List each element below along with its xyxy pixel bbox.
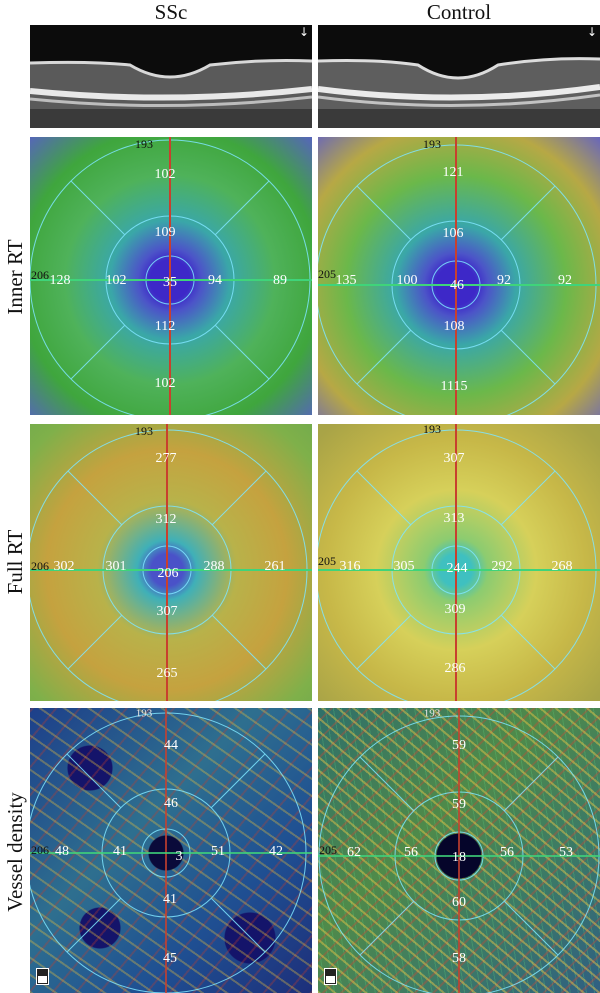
inner-left-value: 100 [396,273,418,288]
inner-inferior-value: 108 [443,319,465,334]
outer-superior-value: 307 [443,451,465,466]
outer-inferior-value: 265 [156,666,178,681]
outer-nasal-left-value: 135 [335,273,357,288]
inner-rt-map-control: 193 205 121 106 135 100 46 92 92 108 111… [318,137,600,415]
inner-right-value: 292 [491,559,513,574]
outer-superior-value: 121 [442,165,464,180]
inner-right-value: 288 [203,559,225,574]
center-value: 244 [446,561,468,576]
map-top-label: 193 [135,708,153,720]
outer-right-value: 42 [269,844,283,859]
intensity-scale-icon [36,968,49,985]
map-top-label: 193 [135,137,153,151]
column-header-ssc: SSc [154,0,188,24]
inner-superior-value: 313 [443,511,465,526]
inner-left-value: 301 [105,559,127,574]
map-left-label: 206 [31,843,49,857]
inner-rt-map-ssc: 193 206 102 109 128 102 35 94 89 112 102 [30,137,312,415]
row-label-inner-rt: Inner RT [3,239,27,315]
map-top-label: 193 [423,137,441,151]
intensity-scale-icon [324,968,337,985]
outer-nasal-left-value: 48 [55,844,69,859]
inner-left-value: 56 [404,845,418,860]
outer-right-value: 92 [558,273,572,288]
scan-position-arrow-icon: ↓ [298,25,309,39]
map-left-label: 206 [31,268,49,282]
outer-inferior-value: 102 [154,376,176,391]
center-value: 3 [175,849,183,864]
scan-position-arrow-icon: ↓ [586,25,597,39]
outer-nasal-left-value: 62 [347,845,361,860]
inner-superior-value: 46 [164,796,178,811]
outer-nasal-left-value: 316 [339,559,361,574]
outer-superior-value: 277 [155,451,177,466]
outer-inferior-value: 58 [452,951,466,966]
center-value: 35 [163,275,177,290]
map-left-label: 205 [319,843,337,857]
map-top-label: 193 [423,424,441,436]
outer-right-value: 268 [551,559,573,574]
outer-inferior-value: 45 [163,951,177,966]
inner-right-value: 94 [208,273,222,288]
center-value: 206 [157,566,179,581]
map-left-label: 206 [31,559,49,573]
inner-right-value: 92 [497,273,511,288]
full-rt-map-ssc: 193 206 277 312 302 301 206 288 261 307 … [30,424,312,701]
inner-inferior-value: 309 [444,602,466,617]
map-top-label: 193 [423,708,441,720]
inner-superior-value: 106 [442,226,464,241]
inner-inferior-value: 112 [154,319,176,334]
oct-bscan-ssc: ↓ [30,25,312,128]
outer-right-value: 261 [264,559,286,574]
map-left-label: 205 [318,554,336,568]
outer-superior-value: 102 [154,167,176,182]
outer-inferior-value: 286 [444,661,466,676]
inner-left-value: 305 [393,559,415,574]
inner-right-value: 51 [211,844,225,859]
outer-right-value: 89 [273,273,287,288]
outer-inferior-value: 1115 [440,379,468,394]
outer-nasal-left-value: 302 [53,559,75,574]
inner-superior-value: 312 [155,512,177,527]
full-rt-map-control: 193 205 307 313 316 305 244 292 268 309 … [318,424,600,701]
vessel-density-map-ssc: 193 206 44 46 48 41 3 51 42 41 45 [30,708,312,993]
center-value: 18 [452,850,466,865]
column-header-control: Control [426,0,492,24]
vessel-density-map-control: 193 205 59 59 62 56 18 56 53 60 58 [318,708,600,993]
outer-superior-value: 44 [164,738,178,753]
inner-right-value: 56 [500,845,514,860]
outer-right-value: 53 [559,845,573,860]
row-label-full-rt: Full RT [3,529,27,595]
inner-left-value: 41 [113,844,127,859]
inner-superior-value: 109 [154,225,176,240]
map-top-label: 193 [135,424,153,438]
oct-bscan-control: ↓ [318,25,600,128]
map-left-label: 205 [318,267,336,281]
inner-superior-value: 59 [452,797,466,812]
outer-nasal-left-value: 128 [49,273,71,288]
inner-inferior-value: 307 [156,604,178,619]
center-value: 46 [450,278,464,293]
row-label-vessel-density: Vessel density [3,792,27,912]
inner-inferior-value: 41 [163,892,177,907]
inner-inferior-value: 60 [452,895,466,910]
outer-superior-value: 59 [452,738,466,753]
inner-left-value: 102 [105,273,127,288]
